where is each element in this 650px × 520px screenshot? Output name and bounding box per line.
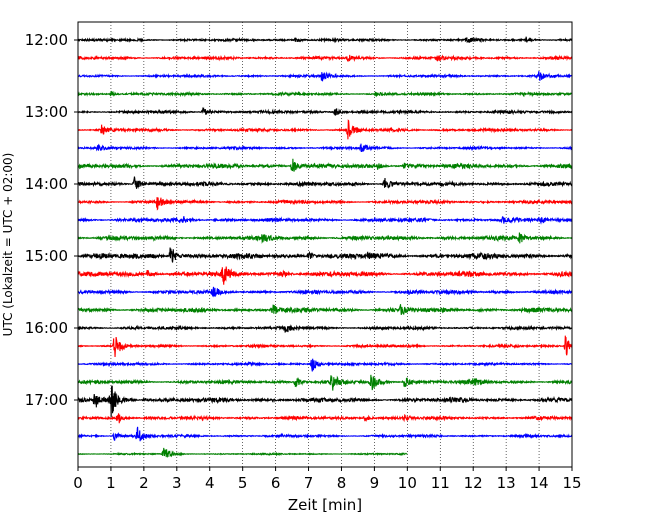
trace-line bbox=[77, 324, 573, 333]
plot-area bbox=[78, 22, 572, 467]
x-tick-label: 6 bbox=[271, 474, 281, 492]
trace-line bbox=[77, 176, 573, 189]
y-tick-label: 17:00 bbox=[25, 391, 68, 409]
trace-line bbox=[77, 215, 573, 225]
trace-line bbox=[77, 335, 573, 357]
trace-line bbox=[77, 197, 573, 211]
x-tick-label: 15 bbox=[562, 474, 581, 492]
x-tick-label: 1 bbox=[106, 474, 116, 492]
x-tick-label: 10 bbox=[398, 474, 417, 492]
x-tick-label: 8 bbox=[337, 474, 347, 492]
y-axis-label: UTC (Lokalzeit = UTC + 02:00) bbox=[1, 153, 15, 337]
y-tick-label: 16:00 bbox=[25, 319, 68, 337]
x-tick-label: 3 bbox=[172, 474, 182, 492]
trace-line bbox=[77, 71, 573, 82]
trace-line bbox=[77, 358, 573, 372]
x-tick-label: 13 bbox=[497, 474, 516, 492]
trace-line bbox=[77, 413, 573, 424]
x-tick-label: 2 bbox=[139, 474, 149, 492]
trace-line bbox=[77, 90, 573, 98]
trace-line bbox=[77, 36, 573, 44]
x-tick-label: 4 bbox=[205, 474, 215, 492]
y-axis-ticks: 12:00 13:00 14:00 15:00 16:00 17:00 bbox=[25, 31, 78, 409]
y-tick-label: 13:00 bbox=[25, 103, 68, 121]
x-tick-label: 0 bbox=[73, 474, 83, 492]
x-tick-label: 7 bbox=[304, 474, 314, 492]
trace-line bbox=[77, 286, 573, 298]
x-tick-label: 14 bbox=[530, 474, 549, 492]
y-tick-label: 12:00 bbox=[25, 31, 68, 49]
x-axis-label: Zeit [min] bbox=[288, 496, 362, 514]
trace-line bbox=[77, 426, 573, 442]
trace-line bbox=[77, 54, 573, 63]
y-tick-label: 14:00 bbox=[25, 175, 68, 193]
x-tick-label: 9 bbox=[370, 474, 380, 492]
trace-line bbox=[77, 447, 408, 458]
trace-line bbox=[77, 304, 573, 315]
trace-line bbox=[77, 266, 573, 285]
y-tick-label: 15:00 bbox=[25, 247, 68, 265]
x-tick-label: 11 bbox=[431, 474, 450, 492]
trace-line bbox=[77, 143, 573, 153]
trace-line bbox=[77, 374, 573, 391]
x-tick-label: 5 bbox=[238, 474, 248, 492]
grid-lines bbox=[110, 22, 540, 467]
traces bbox=[77, 36, 573, 458]
x-axis-ticks: 0 1 2 3 4 5 6 7 8 9 10 11 12 13 14 15 bbox=[73, 467, 582, 492]
trace-line bbox=[77, 232, 573, 244]
trace-line bbox=[77, 106, 573, 116]
trace-line bbox=[77, 247, 573, 263]
plot-frame bbox=[77, 21, 573, 468]
x-tick-label: 12 bbox=[464, 474, 483, 492]
trace-line bbox=[77, 119, 573, 140]
trace-line bbox=[77, 385, 573, 418]
trace-line bbox=[77, 158, 573, 172]
